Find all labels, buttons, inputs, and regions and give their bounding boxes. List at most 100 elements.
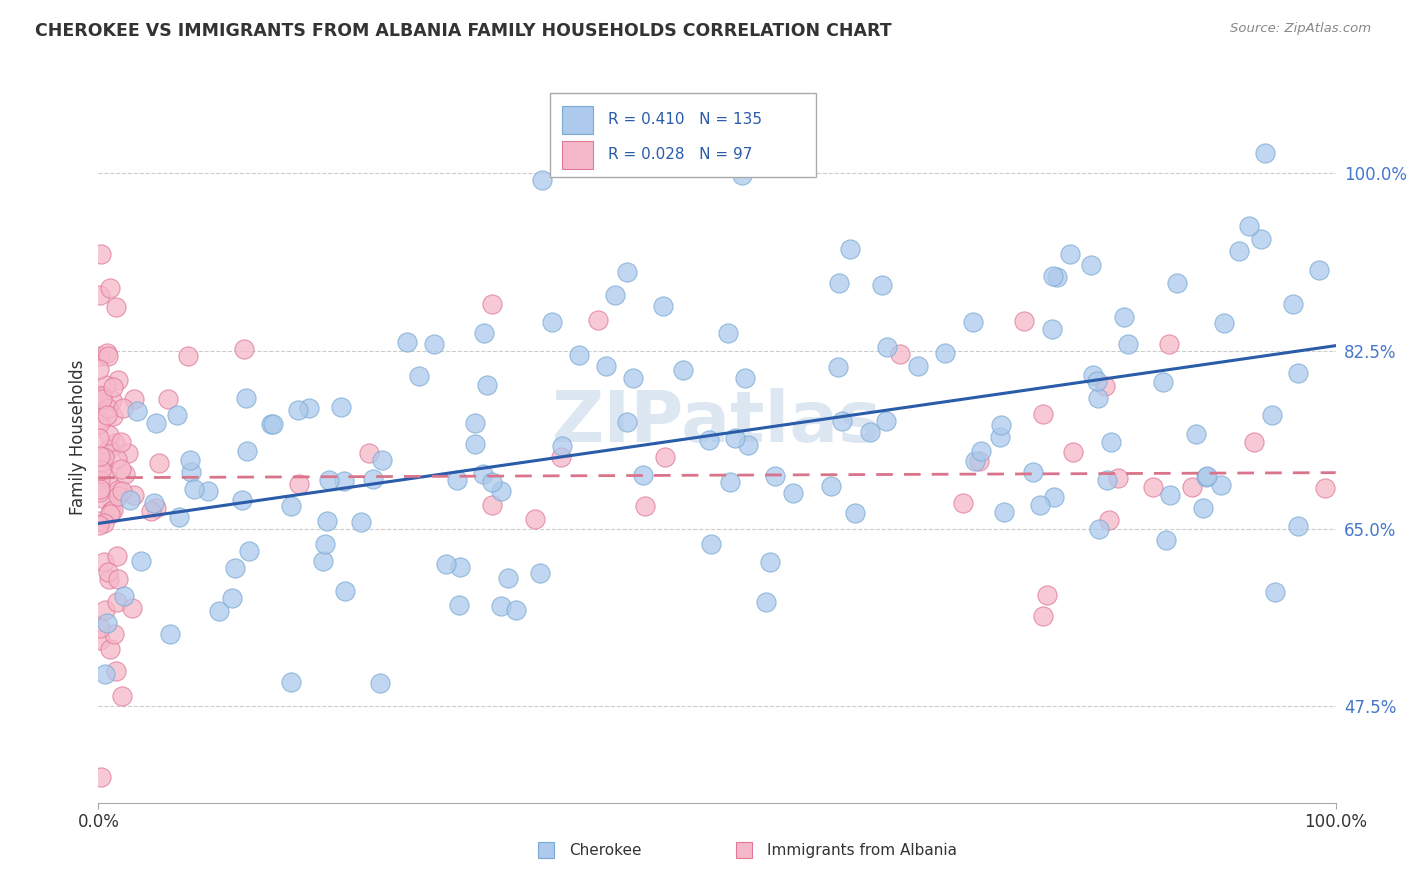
Point	[550, 450, 572, 464]
Point	[98, 507, 121, 521]
Point	[1159, 337, 1181, 351]
Point	[489, 599, 512, 614]
Point	[1036, 588, 1059, 602]
Point	[231, 493, 253, 508]
Point	[280, 675, 302, 690]
Point	[1227, 244, 1250, 258]
Point	[112, 401, 135, 415]
Point	[111, 689, 134, 703]
Point	[288, 477, 311, 491]
Point	[1185, 427, 1208, 442]
Point	[87, 389, 110, 403]
Point	[551, 439, 574, 453]
Point	[672, 363, 695, 377]
Text: CHEROKEE VS IMMIGRANTS FROM ALBANIA FAMILY HOUSEHOLDS CORRELATION CHART: CHEROKEE VS IMMIGRANTS FROM ALBANIA FAMI…	[35, 22, 891, 40]
Point	[472, 467, 495, 482]
Point	[104, 436, 127, 450]
Point	[1087, 391, 1109, 405]
Point	[361, 473, 384, 487]
Point	[1042, 268, 1064, 283]
Point	[89, 482, 111, 496]
Point	[631, 468, 654, 483]
Point	[1156, 533, 1178, 547]
Point	[166, 408, 188, 422]
Point	[105, 549, 128, 563]
Point	[89, 515, 111, 529]
Point	[529, 566, 551, 581]
Point	[148, 456, 170, 470]
Point	[111, 483, 134, 498]
Point	[93, 555, 115, 569]
Point	[124, 392, 146, 406]
Bar	[562, 141, 593, 169]
Point	[96, 615, 118, 630]
Point	[616, 415, 638, 429]
Point	[335, 583, 357, 598]
Point	[530, 173, 553, 187]
Point	[759, 555, 782, 569]
Point	[1212, 317, 1234, 331]
Bar	[735, 841, 752, 858]
Point	[717, 326, 740, 341]
Point	[89, 288, 111, 302]
Point	[197, 483, 219, 498]
Point	[91, 455, 114, 469]
Point	[1197, 469, 1219, 483]
Point	[224, 561, 246, 575]
Point	[524, 512, 547, 526]
Point	[287, 403, 309, 417]
Point	[481, 475, 503, 489]
Point	[1059, 247, 1081, 261]
Point	[143, 496, 166, 510]
Point	[1062, 444, 1084, 458]
Point	[87, 362, 110, 376]
Point	[87, 417, 110, 431]
Point	[180, 465, 202, 479]
Point	[1313, 481, 1336, 495]
Point	[89, 413, 111, 427]
Point	[595, 359, 617, 374]
Point	[477, 378, 499, 392]
Point	[1032, 609, 1054, 624]
Point	[1286, 519, 1309, 533]
Point	[89, 633, 111, 648]
Point	[98, 642, 121, 657]
Point	[395, 334, 418, 349]
Point	[103, 626, 125, 640]
Point	[1211, 478, 1233, 492]
Point	[1166, 277, 1188, 291]
Point	[449, 560, 471, 574]
Point	[734, 370, 756, 384]
Point	[700, 536, 723, 550]
Point	[782, 486, 804, 500]
Point	[1097, 473, 1119, 487]
Point	[114, 467, 136, 482]
Point	[737, 438, 759, 452]
Point	[233, 343, 256, 357]
Point	[1080, 258, 1102, 272]
Point	[96, 409, 118, 423]
Point	[621, 370, 644, 384]
Point	[370, 675, 392, 690]
Point	[103, 409, 125, 424]
Point	[121, 601, 143, 615]
Point	[89, 484, 111, 499]
Point	[408, 369, 430, 384]
Point	[101, 380, 124, 394]
Point	[1043, 490, 1066, 504]
Text: ZIPatlas: ZIPatlas	[553, 388, 882, 457]
Point	[105, 595, 128, 609]
Point	[1087, 375, 1109, 389]
Point	[107, 483, 129, 498]
Point	[105, 301, 128, 315]
Point	[586, 313, 609, 327]
Point	[235, 391, 257, 405]
Point	[1028, 498, 1050, 512]
Point	[1250, 232, 1272, 246]
Point	[167, 510, 190, 524]
Point	[96, 349, 118, 363]
Point	[472, 326, 495, 341]
Point	[93, 602, 115, 616]
Point	[145, 501, 167, 516]
Point	[1254, 145, 1277, 160]
